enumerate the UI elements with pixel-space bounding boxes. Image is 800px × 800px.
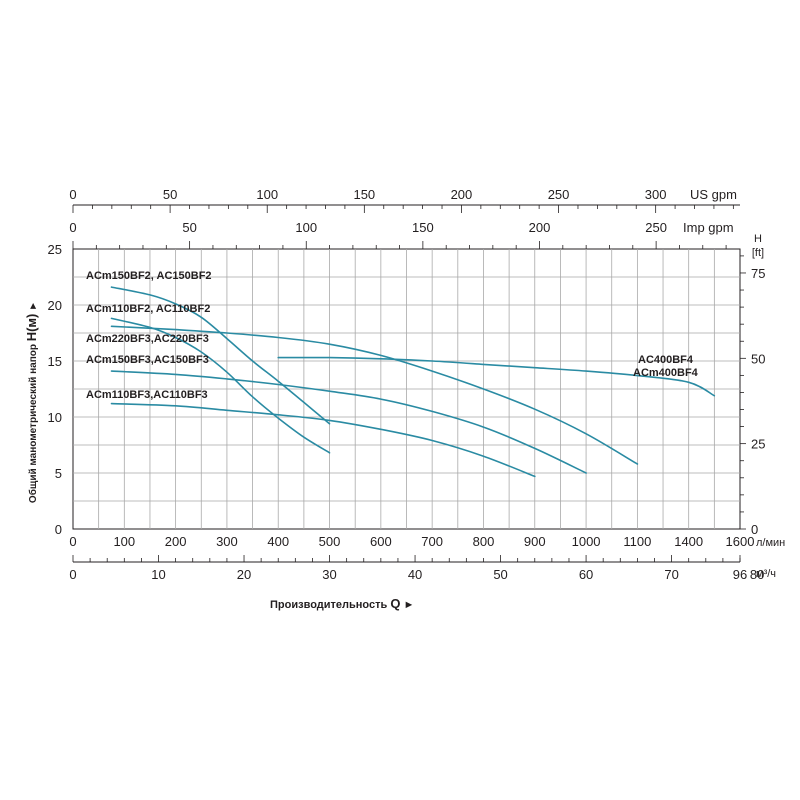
pump-curve-3	[110, 370, 587, 474]
lmin-tick-label: 200	[165, 534, 187, 549]
y-tick-label: 25	[48, 242, 62, 257]
m3h-tick-label: 40	[408, 567, 422, 582]
lmin-tick-label: 1000	[572, 534, 601, 549]
us-gpm-tick-label: 300	[645, 187, 667, 202]
us-gpm-tick-label: 250	[548, 187, 570, 202]
us-gpm-axis: 0 50 100 150 200 250 300 US gpm	[69, 187, 740, 213]
lmin-unit: л/мин	[756, 537, 785, 549]
m3h-tick-label: 80	[750, 567, 764, 582]
right-y-tick-label: 75	[751, 266, 765, 281]
y-tick-label: 20	[48, 298, 62, 313]
left-y-tick-labels: 0 5 10 15 20 25	[48, 242, 62, 537]
m3h-tick-label: 50	[493, 567, 507, 582]
lmin-tick-label: 100	[113, 534, 135, 549]
m3h-tick-label: 20	[237, 567, 251, 582]
y-tick-label: 5	[55, 466, 62, 481]
imp-gpm-tick-label: 100	[295, 220, 317, 235]
imp-gpm-axis: 0 50 100 150 200 250 Imp gpm	[69, 220, 734, 249]
imp-gpm-tick-label: 150	[412, 220, 434, 235]
right-y-tick-label: 25	[751, 437, 765, 452]
y-axis-title: Общий манометрический напор H(м) ►	[24, 301, 39, 503]
pump-curve-0	[110, 286, 331, 425]
pump-curve-5	[277, 356, 716, 397]
y-tick-label: 15	[48, 354, 62, 369]
m3h-tick-label: 96	[733, 567, 747, 582]
x-axis-title-q: Q	[390, 596, 400, 611]
primary-x-axis: 0 100 200 300 400 500 600 700 800 900 1000 1100 1400…	[69, 534, 785, 549]
lmin-tick-labels: 0 100 200 300 400 500 600 700 800 900 1000 1100 1400…	[69, 534, 754, 549]
pump-curves	[110, 286, 716, 478]
horizontal-gridlines	[73, 276, 740, 502]
y-axis-title-unit: H(м)	[24, 314, 39, 342]
pump-curve-4	[110, 402, 536, 478]
lmin-tick-label: 1100	[623, 534, 651, 549]
curve-labels: ACm150BF2, AC150BF2 ACm110BF2, AC110BF2 …	[86, 270, 699, 401]
lmin-tick-label: 1600	[726, 534, 755, 549]
m3h-tick-label: 10	[151, 567, 165, 582]
us-gpm-tick-label: 0	[69, 187, 76, 202]
us-gpm-tick-label: 150	[353, 187, 375, 202]
label-acm110bf2: ACm110BF2, AC110BF2	[86, 303, 210, 315]
left-y-axis: 0 5 10 15 20 25 Общий манометрический напор H…	[24, 242, 62, 537]
imp-gpm-tick-label: 0	[69, 220, 76, 235]
x-axis-title: Производительность Q ►	[270, 596, 414, 611]
x-axis-title-main: Производительность	[270, 599, 390, 611]
label-acm150bf2: ACm150BF2, AC150BF2	[86, 270, 212, 282]
lmin-tick-label: 400	[267, 534, 289, 549]
label-acm150bf3: ACm150BF3,AC150BF3	[86, 354, 209, 366]
lmin-tick-label: 1400	[674, 534, 703, 549]
right-y-axis: 0 25 50 75 H [ft]	[740, 233, 765, 537]
label-acm110bf3: ACm110BF3,AC110BF3	[86, 389, 208, 401]
x-axis-arrow-icon: ►	[400, 599, 414, 611]
pump-curve-1	[110, 317, 331, 454]
imp-gpm-tick-label: 250	[645, 220, 667, 235]
lmin-tick-label: 700	[421, 534, 443, 549]
pump-curve-2	[110, 325, 639, 465]
label-acm220bf3: ACm220BF3,AC220BF3	[86, 333, 209, 345]
us-gpm-tick-label: 200	[451, 187, 473, 202]
m3h-tick-label: 30	[322, 567, 336, 582]
imp-gpm-unit: Imp gpm	[683, 220, 734, 235]
imp-gpm-tick-label: 200	[529, 220, 551, 235]
y-axis-arrow-icon: ►	[28, 301, 39, 314]
right-y-tick-label: 50	[751, 351, 765, 366]
right-axis-title: H	[754, 233, 762, 245]
m3h-tick-label: 60	[579, 567, 593, 582]
y-tick-label: 0	[55, 522, 62, 537]
right-y-tick-label: 0	[751, 522, 758, 537]
lmin-tick-label: 0	[69, 534, 76, 549]
imp-gpm-ticks: 0 50 100 150 200 250	[69, 220, 727, 249]
right-y-ticks: 0 25 50 75	[740, 255, 765, 537]
lmin-tick-label: 500	[319, 534, 341, 549]
m3h-unit: м³/ч	[756, 568, 776, 580]
right-axis-unit: [ft]	[752, 247, 764, 259]
y-tick-label: 10	[48, 410, 62, 425]
y-axis-title-main: Общий манометрический напор	[27, 341, 39, 503]
imp-gpm-tick-label: 50	[182, 220, 196, 235]
lmin-tick-label: 600	[370, 534, 392, 549]
lmin-tick-label: 800	[473, 534, 495, 549]
lmin-tick-label: 300	[216, 534, 238, 549]
m3h-tick-label: 0	[69, 567, 76, 582]
us-gpm-unit: US gpm	[690, 187, 737, 202]
us-gpm-tick-label: 100	[256, 187, 278, 202]
us-gpm-ticks: 0 50 100 150 200 250 300	[69, 187, 734, 213]
m3h-tick-label: 70	[664, 567, 678, 582]
label-ac400bf4: AC400BF4	[638, 354, 694, 366]
plot-frame	[72, 248, 741, 530]
us-gpm-tick-label: 50	[163, 187, 177, 202]
lmin-tick-label: 900	[524, 534, 546, 549]
label-acm400bf4: ACm400BF4	[633, 367, 699, 379]
